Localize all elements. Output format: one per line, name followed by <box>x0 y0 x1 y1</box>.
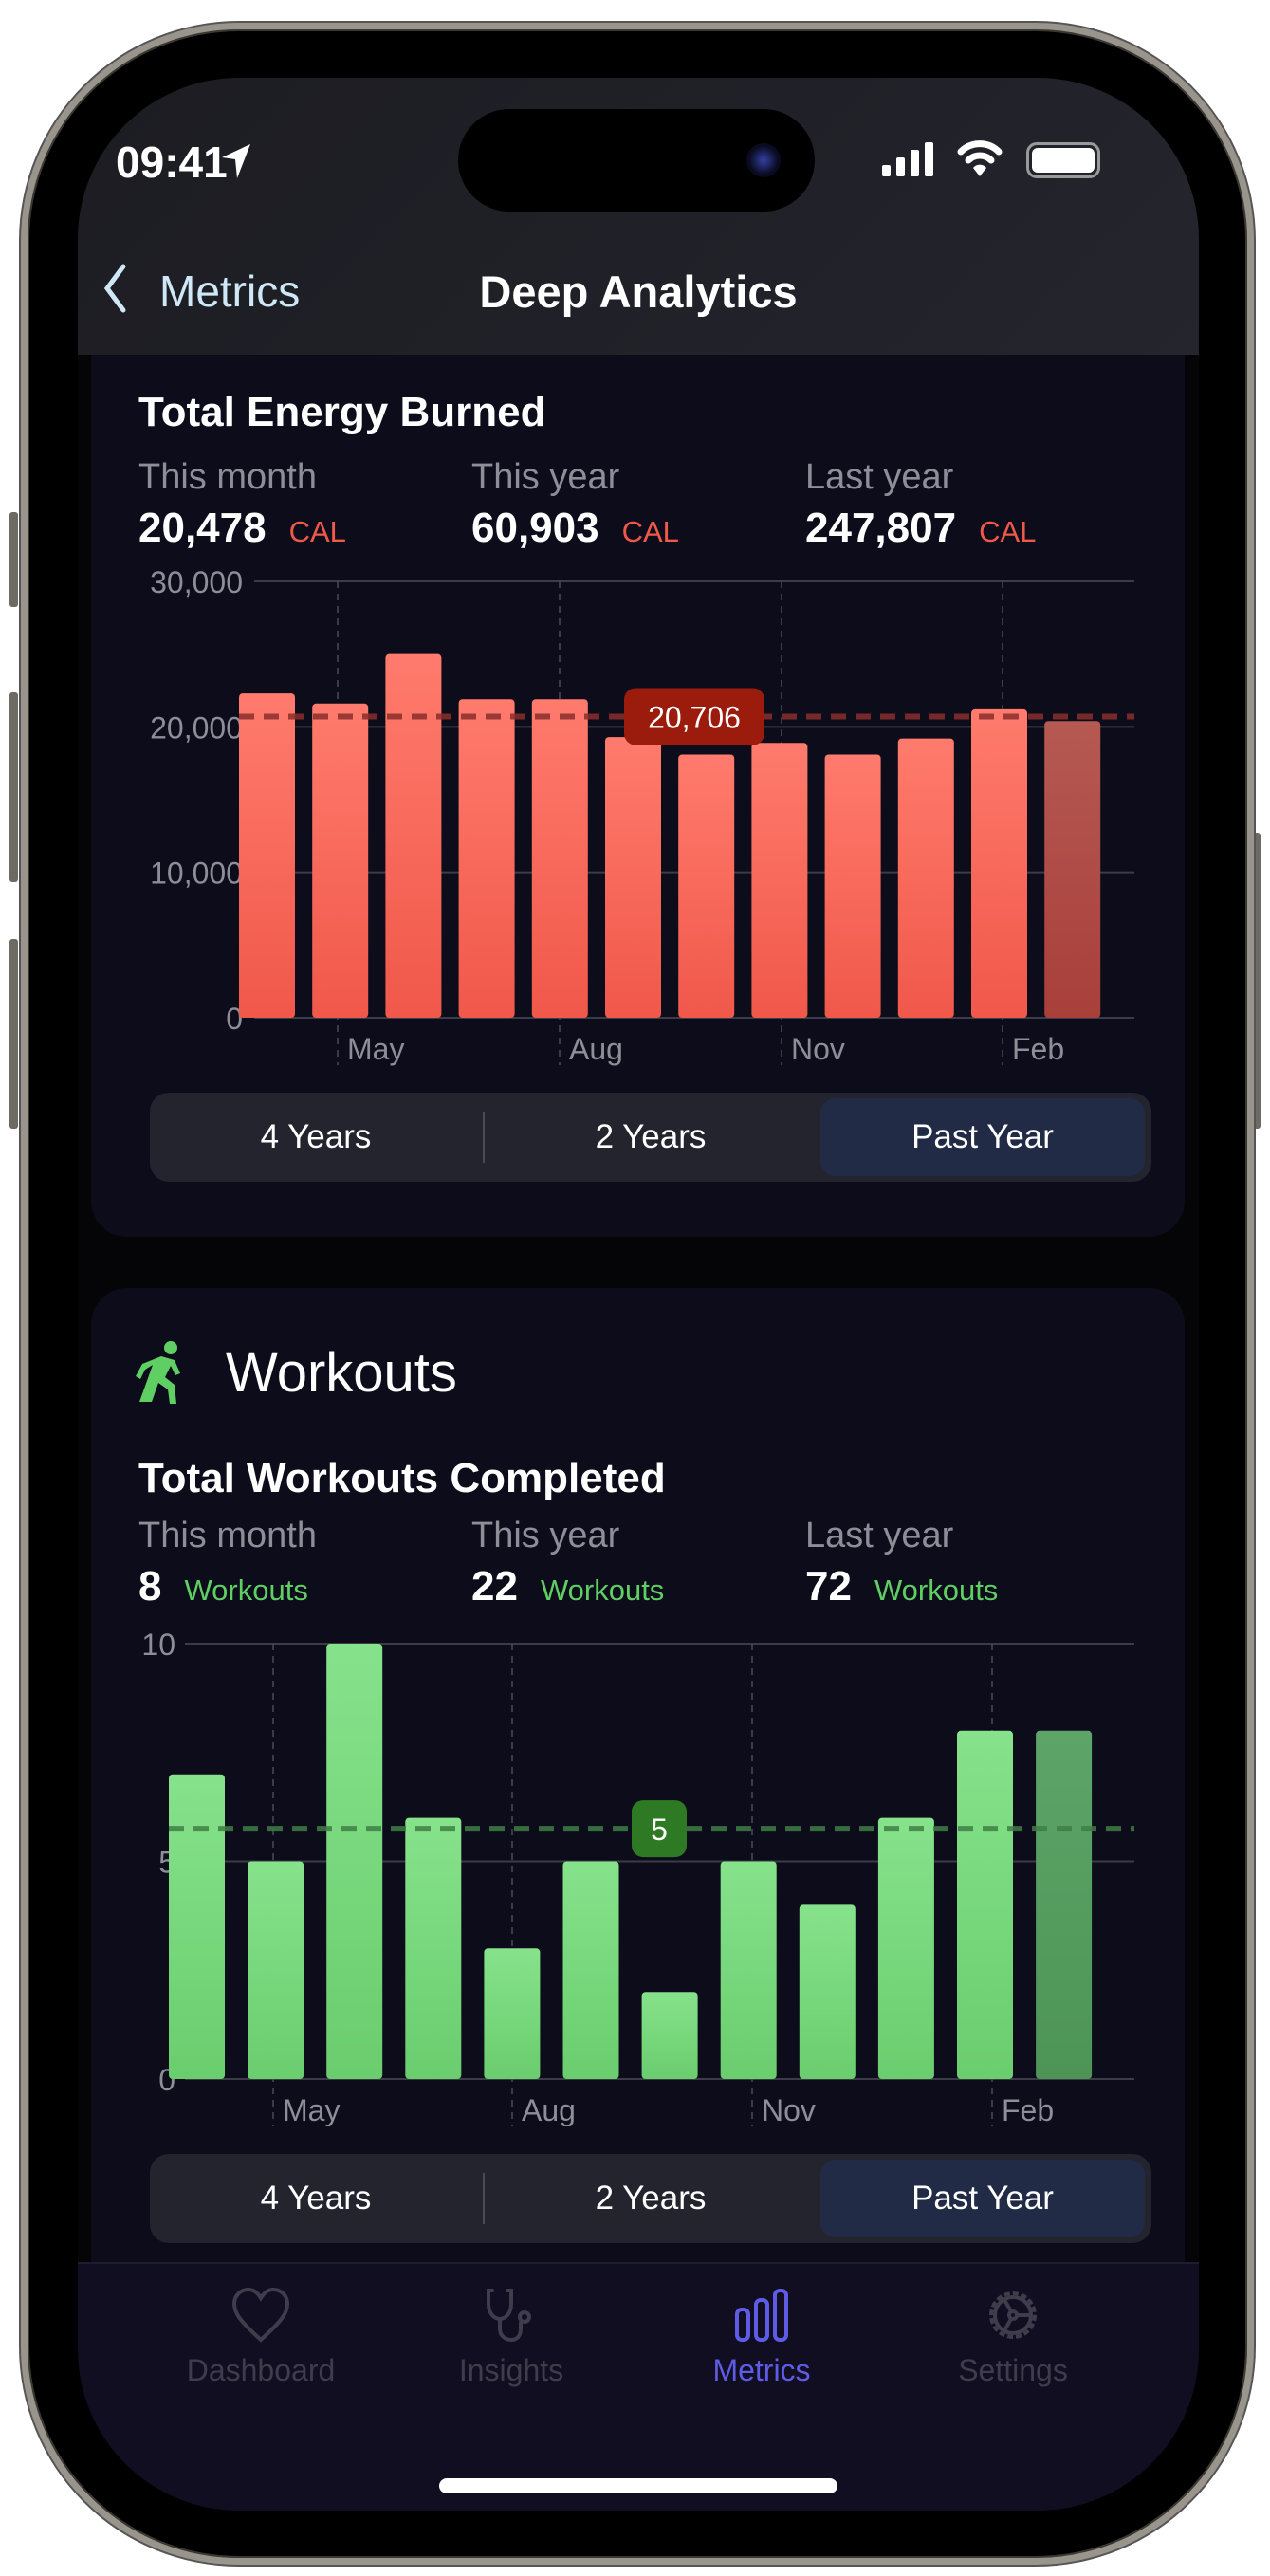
tab-label: Settings <box>958 2353 1068 2387</box>
energy-chart-title: Total Energy Burned <box>138 389 546 435</box>
volume-down-button[interactable] <box>9 939 18 1129</box>
range-4-years[interactable]: 4 Years <box>260 1118 372 1155</box>
workouts-range-control[interactable]: 4 Years 2 Years Past Year <box>150 2154 1151 2243</box>
camera-icon <box>746 143 781 177</box>
stat-value-group: 20,478 CAL <box>138 505 346 552</box>
range-4-years[interactable]: 4 Years <box>260 2180 372 2217</box>
status-time: 09:41 <box>116 138 228 187</box>
stat-label: This year <box>471 457 620 497</box>
stat-value: 22 <box>471 1563 518 1610</box>
stat-value-group: 60,903 CAL <box>471 505 679 552</box>
dynamic-island <box>458 109 815 212</box>
stethoscope-icon <box>487 2289 531 2343</box>
screen: Total Energy Burned This month 20,478 CAL… <box>78 78 1199 2511</box>
battery-icon <box>1026 142 1100 178</box>
back-button[interactable]: Metrics <box>159 267 301 316</box>
side-button[interactable] <box>1252 833 1261 1129</box>
navigation-bar: 09:41 Metrics Deep Analytics <box>78 78 1199 355</box>
tab-bar: Dashboard Insights Metrics Settings <box>78 2262 1199 2511</box>
stat-unit: Workouts <box>540 1573 665 1607</box>
stat-label: This month <box>138 1516 317 1555</box>
stat-unit: Workouts <box>184 1573 308 1607</box>
stat-unit: CAL <box>621 515 679 548</box>
stat-value-group: 72 Workouts <box>805 1563 998 1610</box>
bar-chart-icon <box>735 2289 788 2342</box>
stat-label: Last year <box>805 457 954 497</box>
tab-settings[interactable]: Settings <box>918 2287 1108 2388</box>
stat-label: This month <box>138 457 317 497</box>
home-indicator <box>439 2478 837 2493</box>
stat-value: 60,903 <box>471 505 599 551</box>
workouts-chart-title: Total Workouts Completed <box>138 1455 666 1501</box>
tab-metrics[interactable]: Metrics <box>667 2287 856 2388</box>
cellular-signal-icon <box>882 142 933 176</box>
stat-value-group: 22 Workouts <box>471 1563 664 1610</box>
wifi-icon <box>957 140 1003 176</box>
stat-unit: CAL <box>288 515 346 548</box>
tab-dashboard[interactable]: Dashboard <box>166 2287 356 2388</box>
range-2-years[interactable]: 2 Years <box>595 2180 707 2217</box>
action-button[interactable] <box>9 512 18 607</box>
range-past-year[interactable]: Past Year <box>820 2160 1145 2237</box>
tab-label: Dashboard <box>186 2353 336 2387</box>
stat-value: 20,478 <box>138 505 267 551</box>
divider <box>483 1112 485 1163</box>
range-past-year[interactable]: Past Year <box>820 1098 1145 1176</box>
tab-insights[interactable]: Insights <box>416 2287 606 2388</box>
divider <box>483 2173 485 2224</box>
energy-range-control[interactable]: 4 Years 2 Years Past Year <box>150 1093 1151 1182</box>
range-2-years[interactable]: 2 Years <box>595 1118 707 1155</box>
heart-icon <box>231 2287 290 2343</box>
stat-value-group: 8 Workouts <box>138 1563 308 1610</box>
stat-value: 72 <box>805 1563 852 1610</box>
volume-up-button[interactable] <box>9 692 18 882</box>
page-title: Deep Analytics <box>479 267 798 317</box>
running-figure-icon <box>136 1341 180 1404</box>
workouts-section-title: Workouts <box>226 1342 457 1404</box>
stat-label: Last year <box>805 1516 954 1555</box>
location-arrow-icon <box>222 144 250 178</box>
tab-label: Insights <box>458 2353 564 2387</box>
back-chevron-icon[interactable] <box>102 264 127 313</box>
stat-value: 247,807 <box>805 505 957 551</box>
tab-label: Metrics <box>712 2353 811 2387</box>
energy-card: Total Energy Burned This month 20,478 CAL… <box>91 305 1185 1237</box>
stat-unit: CAL <box>979 515 1037 548</box>
stat-unit: Workouts <box>874 1573 999 1607</box>
stat-value-group: 247,807 CAL <box>805 505 1036 552</box>
stat-label: This year <box>471 1516 620 1555</box>
gear-icon <box>989 2291 1037 2339</box>
stat-value: 8 <box>138 1563 162 1610</box>
